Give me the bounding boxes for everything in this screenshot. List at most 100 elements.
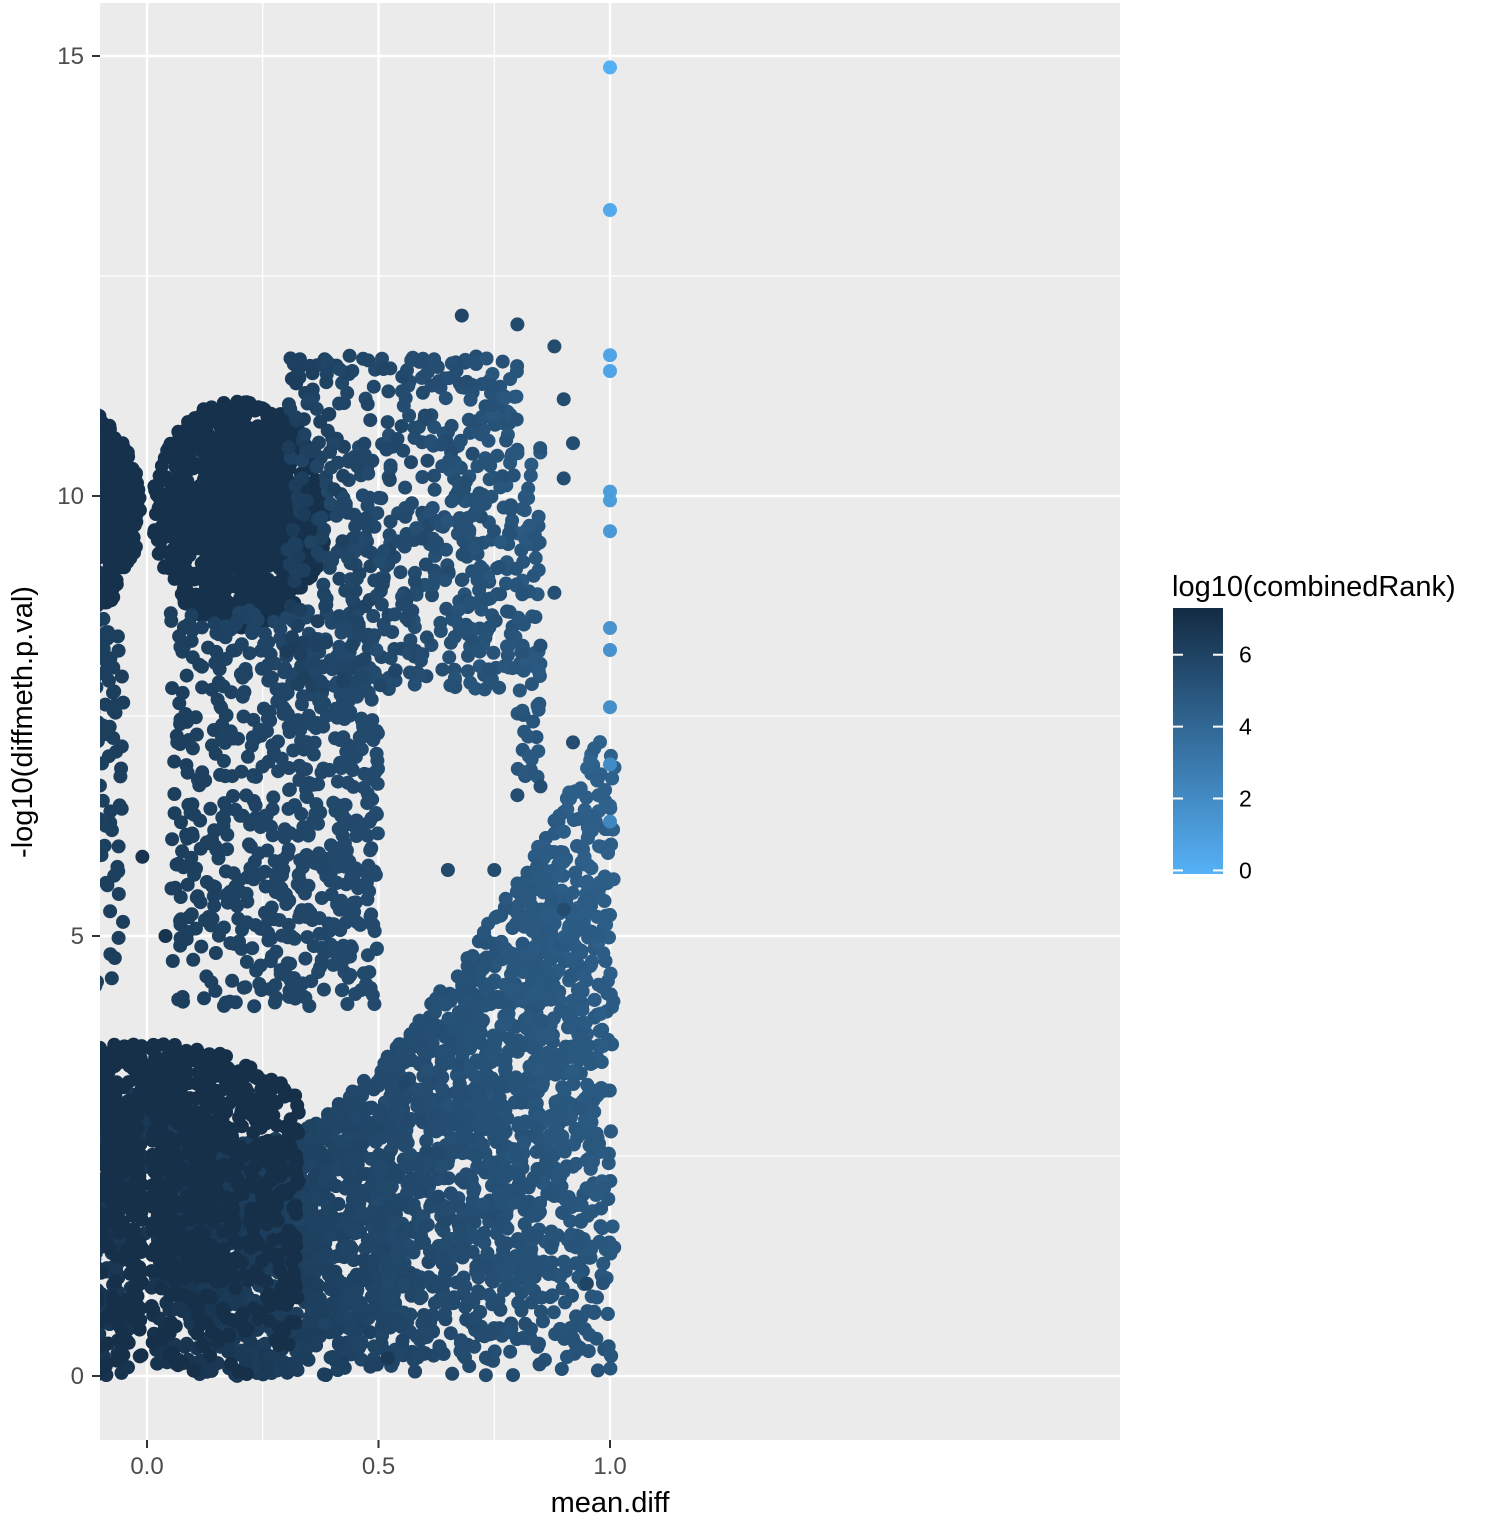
scatter-point [0,1162,10,1176]
scatter-point [32,1196,46,1210]
scatter-point [53,1314,67,1328]
scatter-point [60,1243,74,1257]
scatter-point [30,1255,44,1269]
scatter-point [6,1168,20,1182]
scatter-point [12,1211,26,1225]
scatter-point [5,1225,19,1239]
scatter-point [61,1326,75,1340]
scatter-point [11,1160,25,1174]
scatter-point [0,1128,3,1142]
scatter-point [4,1217,18,1231]
scatter-point [73,1212,87,1226]
scatter-point [31,1206,45,1220]
scatter-point [35,1341,49,1355]
scatter-point [42,1218,56,1232]
scatter-point [0,1162,7,1176]
scatter-point [0,1166,5,1180]
scatter-point [35,1319,49,1333]
scatter-point [1,1186,15,1200]
scatter-point [0,1324,14,1338]
scatter-point [4,1270,18,1284]
scatter-point [25,1161,39,1175]
scatter-point [82,1204,96,1218]
scatter-point [20,1175,34,1189]
scatter-point [0,1276,2,1290]
scatter-point [2,1159,16,1173]
scatter-point [61,1299,75,1313]
scatter-point [18,1328,32,1342]
scatter-point [70,1224,84,1238]
scatter-point [61,1257,75,1271]
scatter-point [53,1284,67,1298]
scatter-point [28,1249,42,1263]
scatter-point [0,1177,6,1191]
scatter-point [74,1153,88,1167]
scatter-point [10,1225,24,1239]
scatter-point [12,1156,26,1170]
scatter-point [45,1263,59,1277]
scatter-point [32,1174,46,1188]
scatter-point [41,1162,55,1176]
scatter-point [35,1229,49,1243]
scatter-point [0,1178,11,1192]
scatter-point [25,1208,39,1222]
scatter-point [40,1321,54,1335]
scatter-point [73,1266,87,1280]
scatter-point [0,1249,13,1263]
scatter-point [0,1146,10,1160]
scatter-point [82,1209,96,1223]
scatter-point [603,1362,617,1376]
scatter-point [81,1141,95,1155]
scatter-point [8,1244,22,1258]
scatter-point [62,1203,76,1217]
scatter-point [87,1203,101,1217]
scatter-point [25,1335,39,1349]
scatter-point [2,1262,16,1276]
scatter-point [0,1239,12,1253]
scatter-point [46,1246,60,1260]
scatter-point [38,1179,52,1193]
scatter-point [86,1260,100,1274]
scatter-point [0,1266,7,1280]
scatter-point [39,1355,53,1369]
scatter-point [70,1268,84,1282]
scatter-point [87,1252,101,1266]
scatter-point [73,1324,87,1338]
scatter-point [5,1333,19,1347]
scatter-point [69,1226,83,1240]
scatter-point [0,1341,14,1355]
scatter-point [23,1170,37,1184]
scatter-point [60,1284,74,1298]
scatter-point [81,1317,95,1331]
scatter-point [32,1155,46,1169]
scatter-point [67,1135,81,1149]
scatter-point [84,1338,98,1352]
scatter-point [0,1302,5,1316]
scatter-point [47,1304,61,1318]
scatter-point [36,1233,50,1247]
scatter-point [62,1234,76,1248]
scatter-point [10,1212,24,1226]
scatter-point [79,1342,93,1356]
scatter-point [75,1161,89,1175]
scatter-point [0,1216,8,1230]
scatter-point [50,1257,64,1271]
scatter-point [64,1285,78,1299]
scatter-point [42,1220,56,1234]
scatter-point [42,1255,56,1269]
scatter-point [56,1210,70,1224]
scatter-point [0,1240,7,1254]
scatter-point [3,1227,17,1241]
scatter-point [84,1187,98,1201]
scatter-point [62,1174,76,1188]
scatter-point [0,1146,11,1160]
scatter-point [49,1299,63,1313]
scatter-point [75,1199,89,1213]
scatter-point [0,1191,12,1205]
scatter-point [0,1260,13,1274]
scatter-point [64,1179,78,1193]
scatter-point [85,1211,99,1225]
scatter-point [79,1130,93,1144]
scatter-point [88,1209,102,1223]
scatter-point [9,1159,23,1173]
